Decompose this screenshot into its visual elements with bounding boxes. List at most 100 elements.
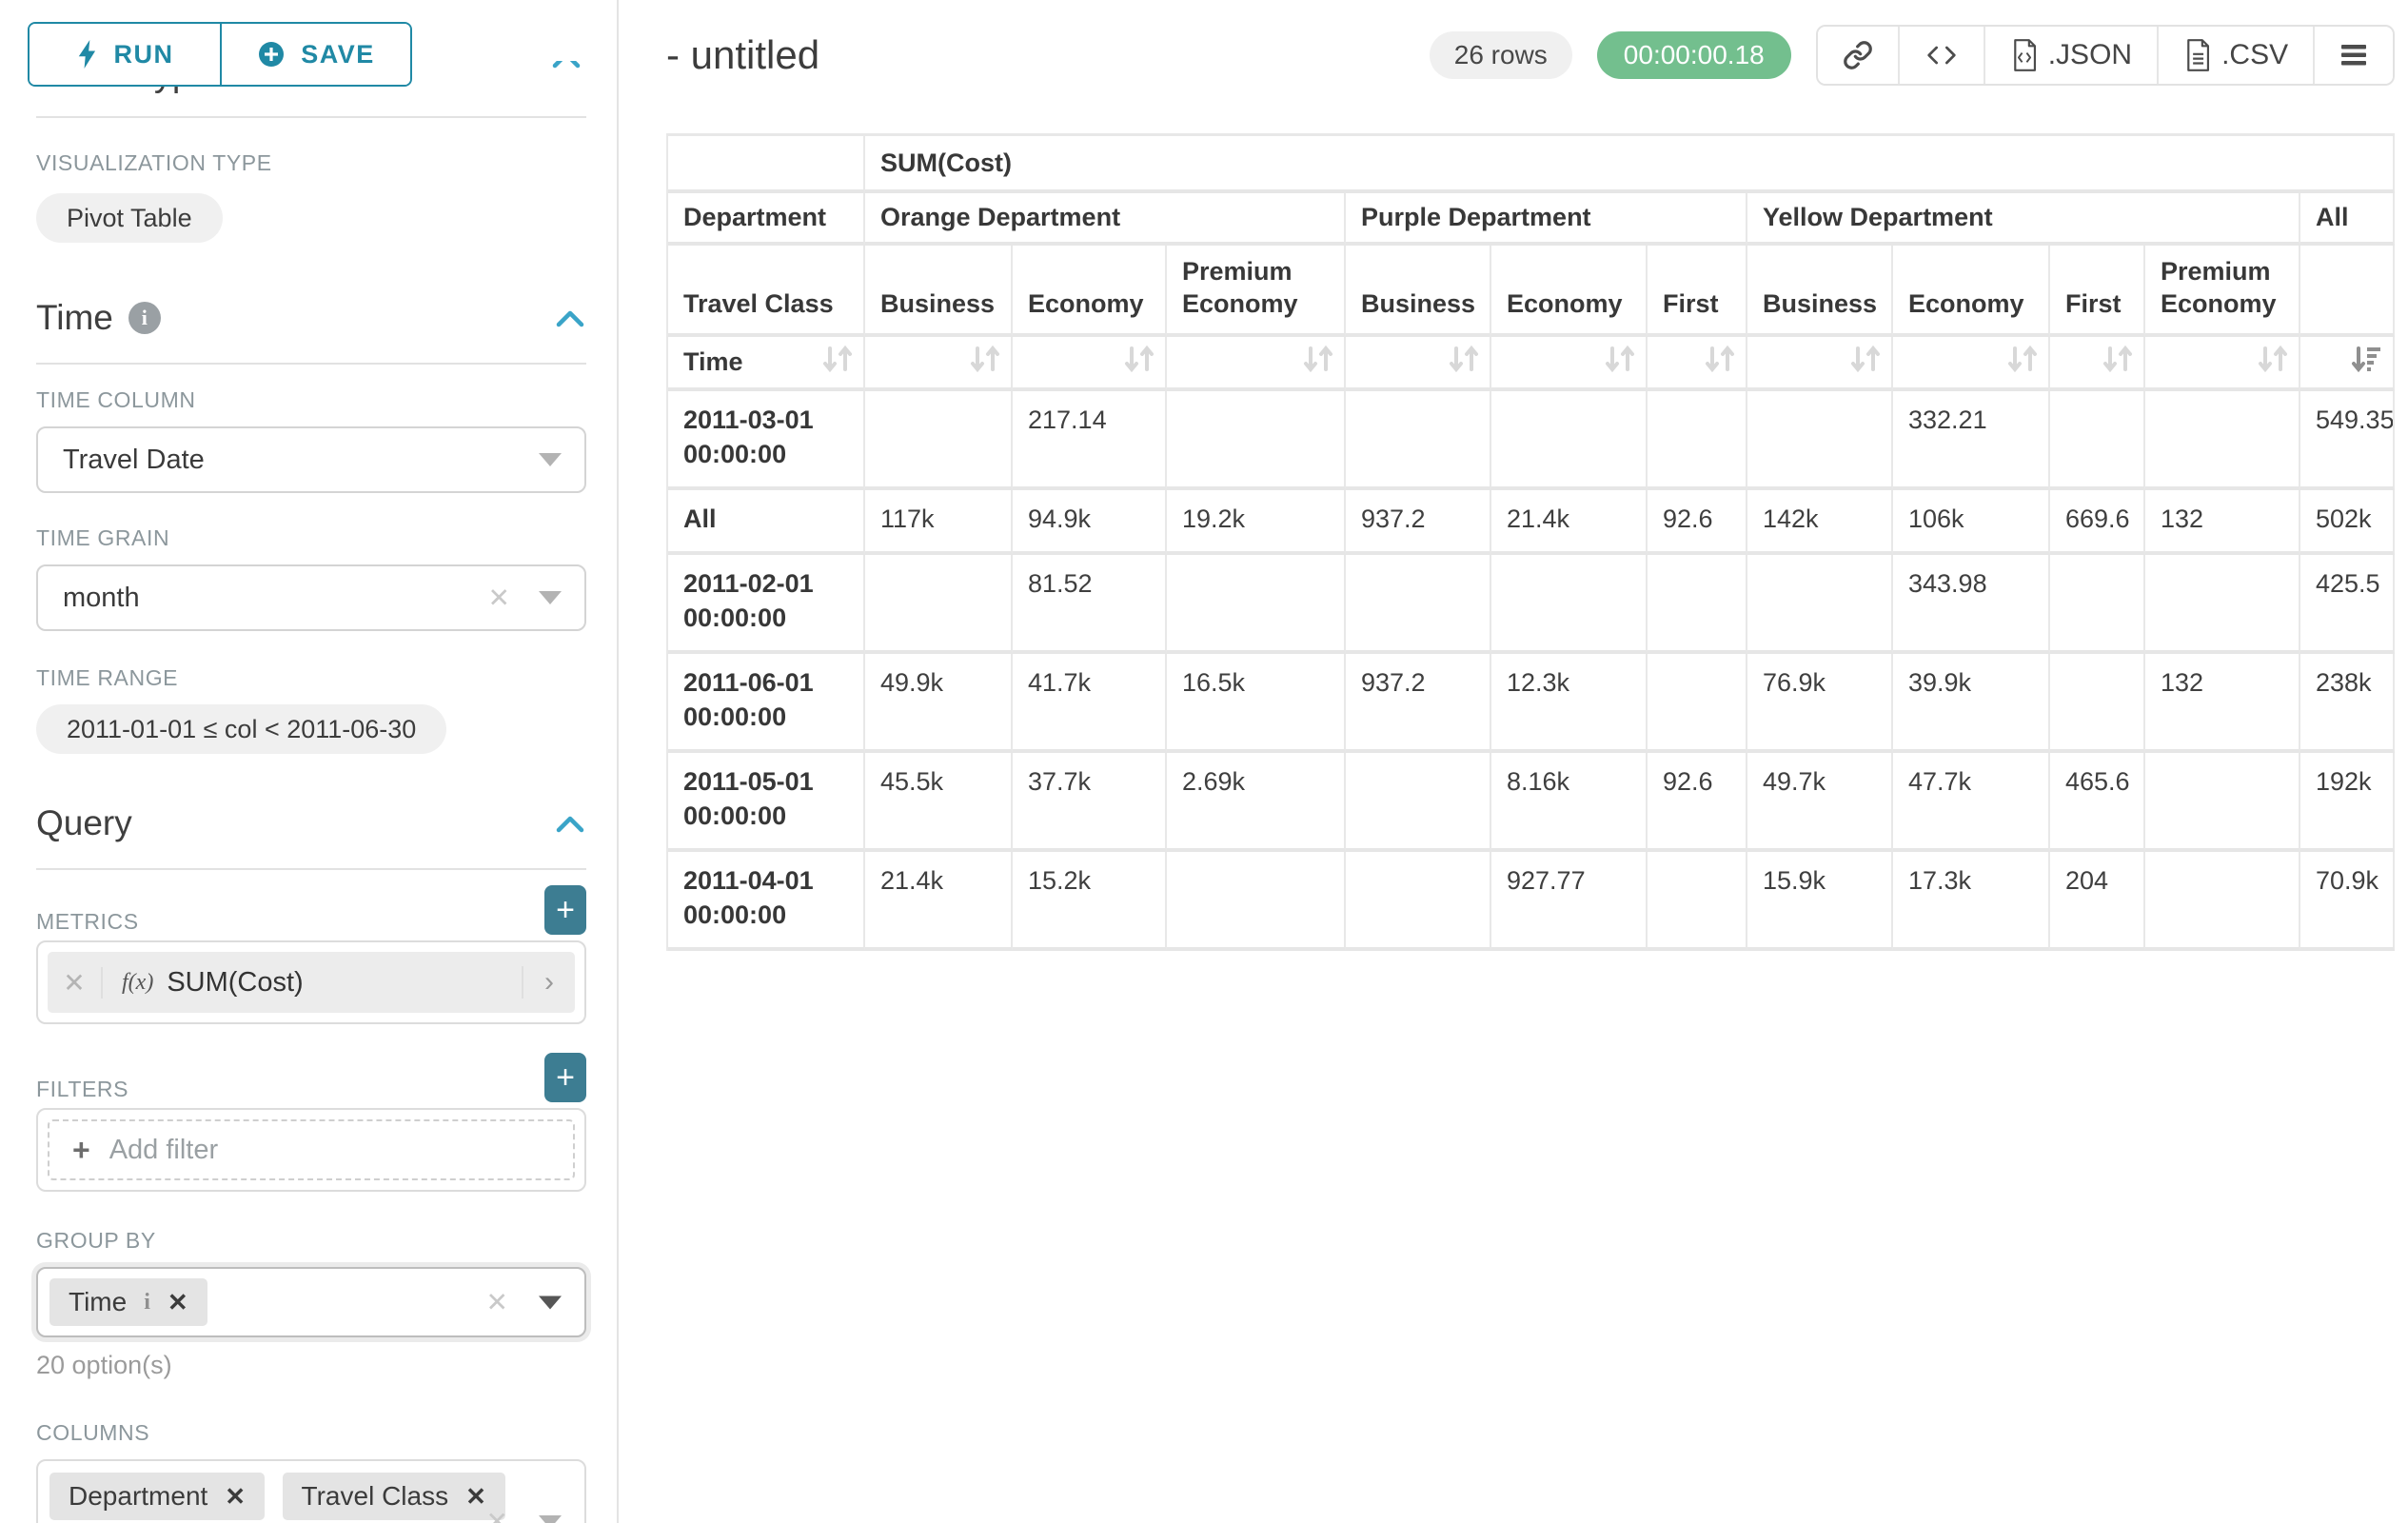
pivot-col-dim-label: Department — [668, 193, 865, 246]
share-link-button[interactable] — [1817, 27, 1898, 84]
pivot-corner-cell — [668, 136, 865, 193]
pivot-value-cell — [1648, 391, 1747, 490]
chevron-up-icon[interactable] — [554, 308, 586, 327]
chevron-up-icon[interactable] — [550, 61, 582, 69]
pivot-group-header: Purple Department — [1346, 193, 1747, 246]
columns-chip: Department ✕ — [49, 1473, 266, 1520]
chart-title[interactable]: - untitled — [666, 32, 820, 77]
pivot-group-header: All — [2300, 193, 2396, 246]
remove-chip-icon[interactable]: ✕ — [465, 1481, 486, 1511]
sort-icon[interactable] — [1704, 345, 1736, 380]
info-icon: i — [144, 1289, 150, 1315]
pivot-value-cell — [2050, 654, 2145, 753]
chart-panel: - untitled 26 rows 00:00:00.18 — [619, 0, 2408, 1523]
chevron-right-icon[interactable]: › — [522, 966, 575, 999]
run-button[interactable]: RUN — [30, 24, 220, 85]
export-json-button[interactable]: .JSON — [1983, 27, 2158, 84]
sort-icon[interactable] — [969, 345, 1001, 380]
pivot-value-cell: 21.4k — [865, 852, 1013, 951]
pivot-value-cell — [1747, 391, 1893, 490]
pivot-data-row: All 117k 94.9k 19.2k 937.2 21.4k 92.6 142k 106k 6… — [668, 490, 2396, 555]
chevron-up-icon[interactable] — [554, 814, 586, 833]
pivot-value-cell: 927.77 — [1491, 852, 1648, 951]
add-metric-button[interactable]: + — [544, 885, 586, 935]
group-by-options-count: 20 option(s) — [36, 1351, 172, 1379]
sort-icon[interactable] — [1604, 345, 1636, 380]
clear-icon[interactable]: ✕ — [487, 583, 510, 613]
pivot-value-cell — [1648, 555, 1747, 654]
pivot-value-cell: 49.7k — [1747, 753, 1893, 852]
pivot-data-row: 2011-05-01 00:00:00 45.5k 37.7k 2.69k 8.16k 9… — [668, 753, 2396, 852]
pivot-subcol-header — [2300, 246, 2396, 337]
pivot-value-cell: 238k — [2300, 654, 2396, 753]
clear-icon[interactable]: ✕ — [485, 1287, 508, 1317]
pivot-row-dim-label: Travel Class — [668, 246, 865, 337]
chevron-down-icon[interactable] — [539, 1296, 562, 1309]
time-column-select[interactable]: Travel Date — [36, 426, 586, 493]
add-filter-plus-button[interactable]: + — [544, 1053, 586, 1102]
sort-descending-icon[interactable] — [2351, 345, 2383, 380]
clear-icon[interactable]: ✕ — [485, 1507, 508, 1523]
metric-option[interactable]: ✕ f(x) SUM(Cost) › — [48, 952, 575, 1013]
time-grain-select[interactable]: month ✕ — [36, 564, 586, 631]
pivot-value-cell: 47.7k — [1893, 753, 2050, 852]
pivot-subcol-header: Business — [865, 246, 1013, 337]
sort-icon[interactable] — [2102, 345, 2134, 380]
remove-chip-icon[interactable]: ✕ — [225, 1481, 247, 1511]
view-query-button[interactable] — [1897, 27, 1984, 84]
add-filter-label: Add filter — [109, 1134, 219, 1165]
export-csv-label: .CSV — [2221, 39, 2289, 70]
pivot-value-cell — [1346, 555, 1491, 654]
sort-icon[interactable] — [1302, 345, 1334, 380]
columns-select[interactable]: Department ✕ Travel Class ✕ ✕ — [36, 1459, 586, 1523]
viz-type-pill[interactable]: Pivot Table — [36, 193, 223, 243]
add-filter-button[interactable]: + Add filter — [48, 1119, 575, 1180]
pivot-value-cell: 45.5k — [865, 753, 1013, 852]
chevron-down-icon[interactable] — [539, 1514, 562, 1523]
sort-icon[interactable] — [1123, 345, 1155, 380]
query-timer-badge: 00:00:00.18 — [1596, 31, 1791, 79]
pivot-value-cell: 343.98 — [1893, 555, 2050, 654]
pivot-subcol-header: Premium Economy — [1167, 246, 1346, 337]
time-grain-value: month — [63, 582, 140, 613]
lightning-icon — [78, 40, 95, 69]
remove-chip-icon[interactable]: ✕ — [167, 1287, 188, 1316]
chevron-down-icon — [539, 453, 562, 466]
pivot-value-cell — [865, 555, 1013, 654]
sort-icon[interactable] — [1849, 345, 1882, 380]
remove-metric-icon[interactable]: ✕ — [48, 966, 103, 999]
pivot-value-cell — [1167, 555, 1346, 654]
pivot-data-row: 2011-04-01 00:00:00 21.4k 15.2k 927.77 15.9k… — [668, 852, 2396, 951]
menu-button[interactable] — [2313, 27, 2394, 84]
pivot-row-label: 2011-05-01 00:00:00 — [668, 753, 865, 852]
pivot-value-cell: 12.3k — [1491, 654, 1648, 753]
sort-icon[interactable] — [1448, 345, 1480, 380]
hamburger-icon — [2341, 45, 2367, 66]
save-button[interactable]: SAVE — [220, 24, 410, 85]
time-range-pill[interactable]: 2011-01-01 ≤ col < 2011-06-30 — [36, 704, 447, 754]
group-by-select[interactable]: Time i ✕ ✕ — [36, 1267, 586, 1337]
pivot-value-cell — [2145, 555, 2300, 654]
export-toolbar: .JSON .CSV — [1815, 25, 2396, 86]
pivot-metric-header: SUM(Cost) — [865, 136, 2396, 193]
pivot-value-cell: 17.3k — [1893, 852, 2050, 951]
metrics-label: METRICS — [36, 909, 139, 934]
pivot-value-cell — [1167, 852, 1346, 951]
time-section-title: Time — [36, 298, 113, 337]
sort-icon[interactable] — [2257, 345, 2289, 380]
pivot-subcol-header: First — [2050, 246, 2145, 337]
chip-label: Time — [69, 1287, 128, 1316]
pivot-value-cell — [2050, 555, 2145, 654]
run-save-button-group: RUN SAVE — [28, 22, 412, 87]
sort-icon[interactable] — [821, 345, 854, 380]
file-code-icon — [2013, 39, 2036, 71]
pivot-group-header: Yellow Department — [1747, 193, 2300, 246]
pivot-value-cell: 8.16k — [1491, 753, 1648, 852]
pivot-value-cell: 81.52 — [1013, 555, 1167, 654]
export-csv-button[interactable]: .CSV — [2157, 27, 2314, 84]
filters-box: + Add filter — [36, 1108, 586, 1192]
pivot-value-cell: 70.9k — [2300, 852, 2396, 951]
sort-icon[interactable] — [2006, 345, 2039, 380]
pivot-subcol-header: Business — [1747, 246, 1893, 337]
save-button-label: SAVE — [301, 39, 375, 69]
